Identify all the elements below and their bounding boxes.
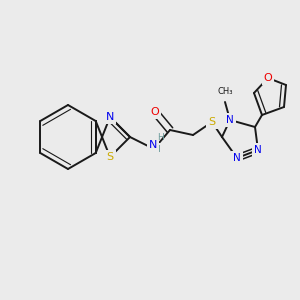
Text: N: N	[226, 115, 234, 125]
Text: S: S	[106, 152, 114, 162]
Text: O: O	[264, 73, 272, 83]
Text: O: O	[151, 107, 159, 117]
Text: N: N	[149, 140, 157, 150]
Text: N: N	[254, 145, 262, 155]
Text: H: H	[158, 133, 164, 142]
Text: S: S	[208, 117, 216, 127]
Text: CH₃: CH₃	[217, 87, 233, 96]
Text: H: H	[153, 146, 159, 154]
Text: N: N	[233, 153, 241, 163]
Text: N: N	[106, 112, 114, 122]
